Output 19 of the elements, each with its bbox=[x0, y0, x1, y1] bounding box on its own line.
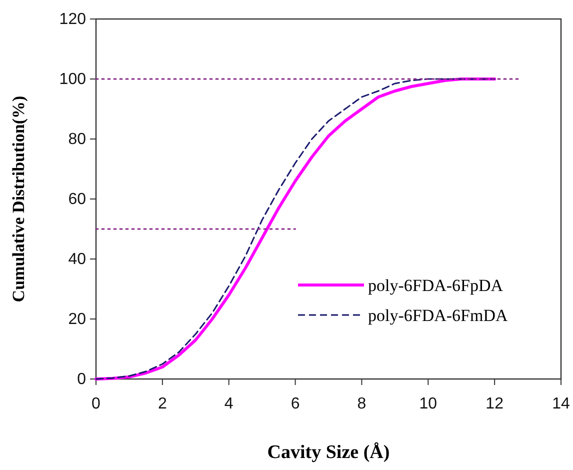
y-tick-label: 100 bbox=[59, 71, 86, 88]
x-tick-label: 10 bbox=[419, 395, 438, 412]
y-tick-label: 80 bbox=[68, 131, 86, 148]
x-tick-label: 14 bbox=[552, 395, 570, 412]
y-tick-label: 40 bbox=[68, 251, 86, 268]
y-axis-title: Cumulative Distribution(%) bbox=[9, 96, 28, 302]
y-tick-label: 120 bbox=[59, 11, 86, 28]
x-tick-label: 2 bbox=[158, 395, 167, 412]
x-axis-title: Cavity Size (Å) bbox=[267, 442, 390, 463]
y-tick-label: 0 bbox=[77, 371, 86, 388]
legend-label: poly-6FDA-6FmDA bbox=[368, 306, 509, 325]
y-tick-label: 60 bbox=[68, 191, 86, 208]
x-tick-label: 0 bbox=[92, 395, 101, 412]
y-tick-label: 20 bbox=[68, 311, 86, 328]
x-tick-label: 8 bbox=[357, 395, 366, 412]
x-tick-label: 6 bbox=[290, 395, 300, 412]
x-tick-label: 4 bbox=[224, 395, 234, 412]
legend-label: poly-6FDA-6FpDA bbox=[368, 276, 504, 295]
x-tick-label: 12 bbox=[486, 395, 504, 412]
